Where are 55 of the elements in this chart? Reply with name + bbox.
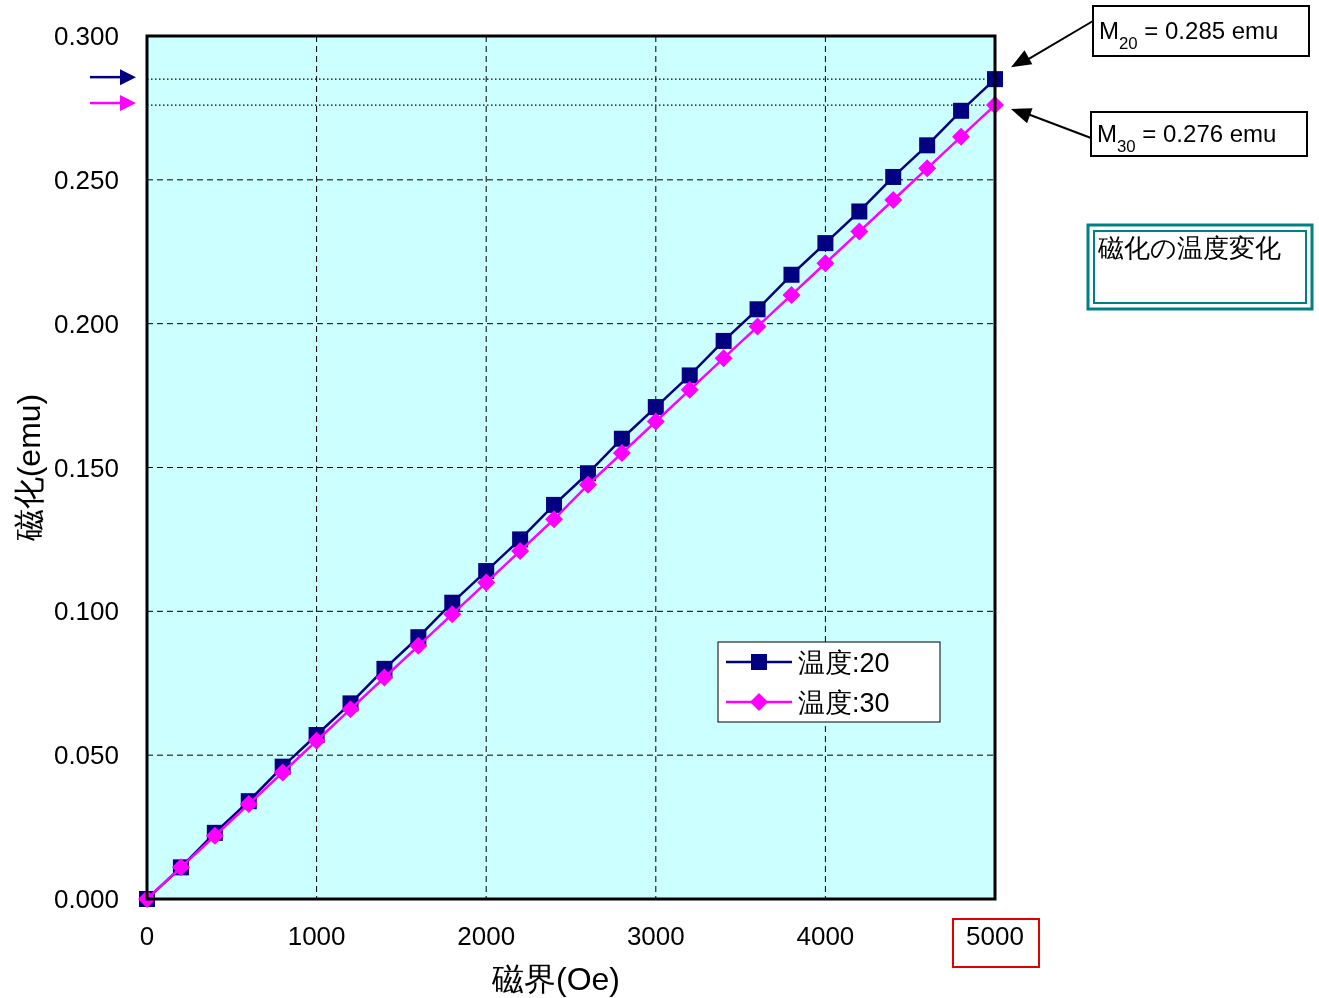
point [546, 496, 563, 513]
point [409, 636, 428, 655]
point [612, 444, 631, 463]
legend-label: 温度:30 [798, 688, 890, 718]
x-tick-label: 3000 [626, 921, 685, 951]
x-tick-label: 5000 [966, 921, 1024, 951]
point [443, 605, 462, 624]
point [341, 700, 360, 719]
point [205, 826, 224, 845]
point [477, 573, 496, 592]
point [511, 541, 530, 560]
y-tick-label: 0.100 [53, 596, 119, 627]
legend-label: 温度:20 [798, 648, 890, 678]
text: 磁化の温度変化 [1098, 232, 1282, 264]
point [783, 266, 800, 283]
point [851, 203, 868, 220]
point [646, 412, 665, 431]
point [307, 731, 326, 750]
point [953, 102, 970, 119]
y-tick-label: 0.200 [53, 308, 119, 339]
y-tick-label: 0.300 [53, 21, 119, 51]
point [850, 222, 869, 241]
point [273, 763, 292, 782]
x-tick-label: 0 [139, 921, 155, 951]
point [680, 380, 699, 399]
x-axis-title: 磁界(Oe) [491, 961, 620, 997]
point [919, 137, 936, 154]
point [715, 332, 732, 349]
point [545, 510, 564, 529]
point [816, 254, 835, 273]
y-tick-label: 0.250 [53, 164, 119, 195]
point [239, 795, 258, 814]
point [817, 235, 834, 252]
point [578, 475, 597, 494]
x-tick-label: 4000 [796, 921, 855, 951]
point [748, 317, 767, 336]
y-axis-title: 磁化(emu) [11, 393, 47, 543]
x-tick-label: 1000 [287, 921, 346, 951]
point [885, 168, 902, 185]
x-tick-label: 2000 [457, 921, 516, 951]
text: M$_{20}$ = 0.285 emu [1099, 17, 1279, 53]
y-tick-label: 0.050 [53, 740, 119, 771]
point [782, 285, 801, 304]
point [681, 367, 698, 384]
point [647, 399, 664, 416]
point [375, 668, 394, 687]
y-tick-label: 0.000 [53, 884, 119, 914]
point [918, 159, 937, 178]
point [714, 349, 733, 368]
text: M$_{30}$ = 0.276 emu [1097, 120, 1277, 156]
point [613, 430, 630, 447]
point [749, 301, 766, 318]
point [884, 190, 903, 209]
point [952, 127, 971, 146]
y-tick-label: 0.150 [53, 452, 119, 483]
